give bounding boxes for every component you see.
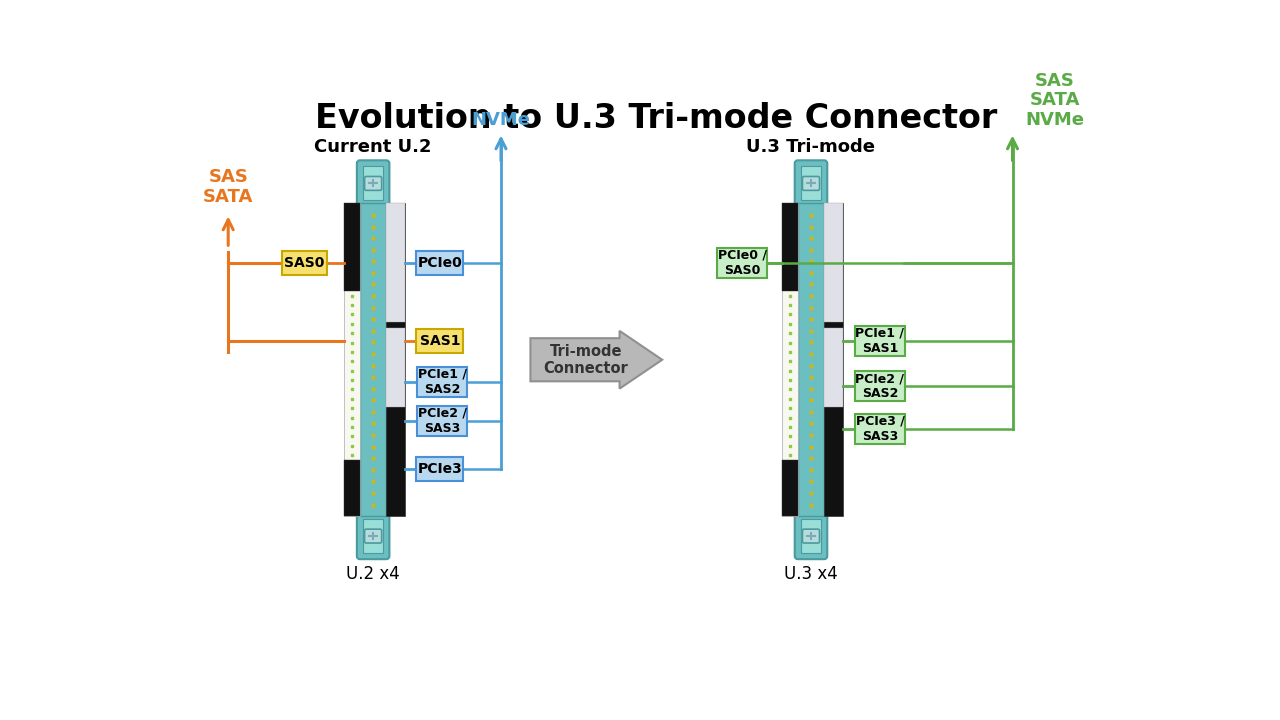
Bar [344,204,360,291]
FancyBboxPatch shape [282,251,326,275]
FancyBboxPatch shape [357,513,389,559]
Text: PCIe1 /
SAS1: PCIe1 / SAS1 [855,327,905,355]
Bar [824,204,842,323]
FancyBboxPatch shape [365,176,381,190]
Bar [782,204,797,291]
Text: PCIe1 /
SAS2: PCIe1 / SAS2 [417,368,467,395]
Text: SAS
SATA: SAS SATA [204,168,253,206]
FancyBboxPatch shape [717,248,767,278]
Text: U.2 x4: U.2 x4 [347,565,399,583]
Bar [387,204,404,516]
Bar [824,328,842,407]
Text: PCIe0: PCIe0 [417,256,462,270]
FancyArrow shape [530,331,662,389]
FancyBboxPatch shape [803,529,819,543]
Text: U.3 Tri-mode: U.3 Tri-mode [746,138,876,156]
Text: Current U.2: Current U.2 [315,138,431,156]
FancyBboxPatch shape [416,251,463,275]
Text: PCIe3: PCIe3 [417,462,462,476]
Bar [387,204,404,323]
Bar [782,460,797,516]
Bar [824,204,842,516]
Bar [797,204,824,516]
FancyBboxPatch shape [365,529,381,543]
FancyBboxPatch shape [795,161,827,207]
FancyBboxPatch shape [855,372,905,401]
Bar [801,519,820,553]
Bar [344,204,360,516]
Bar [360,204,387,516]
FancyBboxPatch shape [417,405,467,436]
Bar [801,166,820,200]
FancyBboxPatch shape [416,457,463,481]
Bar [387,328,404,407]
Text: SAS0: SAS0 [284,256,324,270]
Text: PCIe0 /
SAS0: PCIe0 / SAS0 [718,249,767,276]
Text: PCIe2 /
SAS3: PCIe2 / SAS3 [417,407,467,435]
Text: Evolution to U.3 Tri-mode Connector: Evolution to U.3 Tri-mode Connector [315,102,997,135]
Text: U.3 x4: U.3 x4 [785,565,838,583]
Text: Tri-mode
Connector: Tri-mode Connector [543,343,628,376]
FancyBboxPatch shape [417,366,467,397]
Bar [364,519,383,553]
Text: SAS1: SAS1 [420,334,460,348]
FancyBboxPatch shape [803,176,819,190]
Text: PCIe2 /
SAS2: PCIe2 / SAS2 [855,372,905,400]
Bar [364,166,383,200]
FancyBboxPatch shape [855,326,905,356]
Text: SAS
SATA
NVMe: SAS SATA NVMe [1025,72,1084,129]
FancyBboxPatch shape [795,513,827,559]
Bar [344,460,360,516]
FancyBboxPatch shape [855,413,905,444]
FancyBboxPatch shape [357,161,389,207]
FancyBboxPatch shape [416,329,463,353]
Text: PCIe3 /
SAS3: PCIe3 / SAS3 [855,415,905,443]
Text: NVMe: NVMe [471,111,530,129]
Bar [782,204,797,516]
